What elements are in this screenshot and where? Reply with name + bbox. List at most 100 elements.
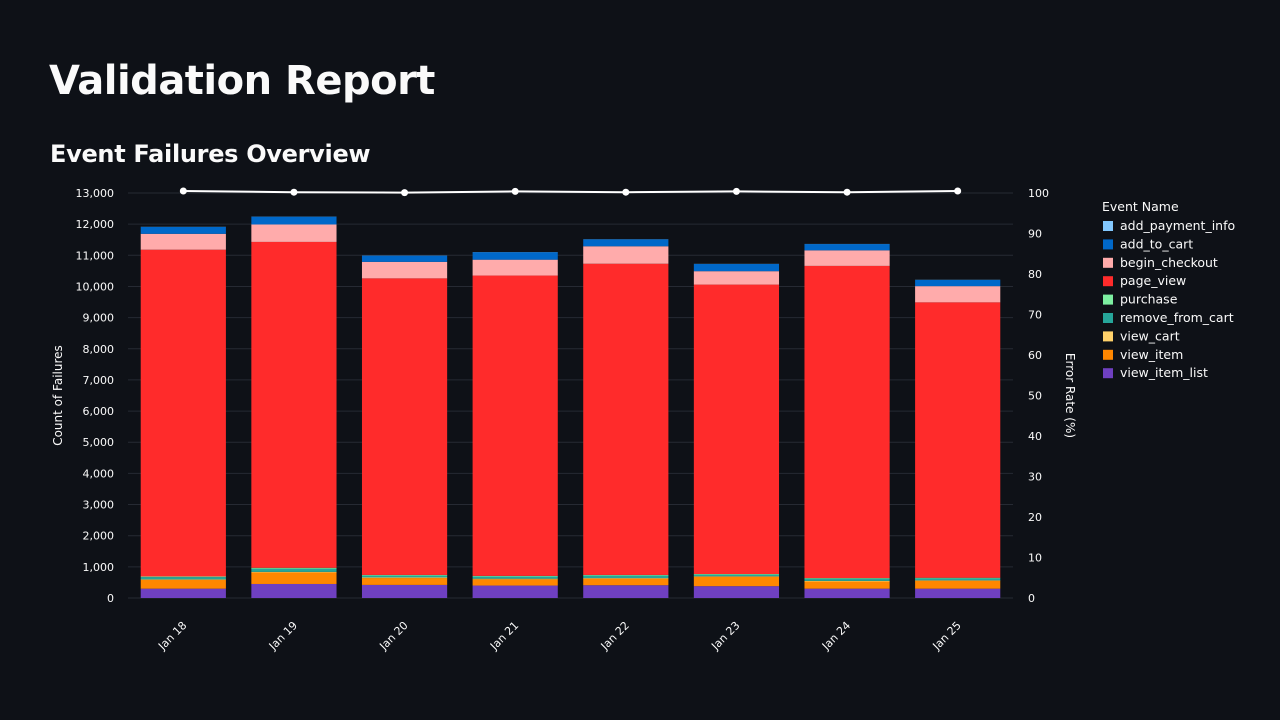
bar-segment-purchase[interactable]: [361, 574, 448, 576]
bar-segment-view_item_list[interactable]: [915, 588, 1001, 598]
error-rate-point[interactable]: [843, 188, 851, 196]
bar-segment-page_view[interactable]: [915, 302, 1001, 578]
error-rate-point[interactable]: [622, 188, 630, 196]
bar-segment-remove_from_cart[interactable]: [472, 576, 558, 579]
y-tick-label: 5,000: [83, 436, 115, 449]
bar-segment-remove_from_cart[interactable]: [693, 574, 780, 577]
bar-segment-begin_checkout[interactable]: [251, 224, 337, 242]
bar-segment-view_cart[interactable]: [361, 577, 448, 579]
bar-segment-view_item[interactable]: [915, 580, 1001, 589]
legend-swatch-view_cart[interactable]: [1103, 331, 1113, 342]
bar-segment-purchase[interactable]: [251, 567, 337, 569]
bar-segment-remove_from_cart[interactable]: [361, 575, 448, 578]
bar-segment-view_item[interactable]: [693, 576, 780, 587]
bar-segment-add_to_cart[interactable]: [140, 226, 226, 234]
bar-segment-view_item[interactable]: [472, 579, 558, 586]
legend-label-begin_checkout[interactable]: begin_checkout: [1120, 255, 1218, 270]
error-rate-point[interactable]: [401, 189, 409, 197]
legend-swatch-view_item_list[interactable]: [1103, 368, 1113, 379]
bar-segment-view_item_list[interactable]: [472, 585, 558, 598]
bar-segment-add_to_cart[interactable]: [804, 244, 890, 251]
bar-segment-view_cart[interactable]: [693, 576, 780, 577]
bar-segment-view_item[interactable]: [361, 578, 448, 585]
bar-segment-page_view[interactable]: [251, 241, 337, 568]
bar-segment-view_cart[interactable]: [251, 571, 337, 573]
bar-segment-add_to_cart[interactable]: [472, 252, 558, 260]
error-rate-point[interactable]: [511, 187, 519, 195]
bar-segment-add_to_cart[interactable]: [915, 279, 1001, 287]
bar-segment-page_view[interactable]: [472, 275, 558, 576]
legend-swatch-purchase[interactable]: [1103, 294, 1113, 305]
y-tick-label: 8,000: [83, 343, 115, 356]
error-rate-point[interactable]: [179, 187, 187, 195]
y2-tick-label: 50: [1028, 390, 1042, 403]
legend-label-view_item[interactable]: view_item: [1120, 347, 1183, 362]
legend-swatch-page_view[interactable]: [1103, 276, 1113, 287]
x-tick-label: Jan 24: [819, 619, 853, 653]
bar-segment-add_to_cart[interactable]: [583, 239, 669, 247]
bar-segment-begin_checkout[interactable]: [693, 271, 780, 285]
bar-segment-view_cart[interactable]: [140, 579, 226, 580]
bar-segment-page_view[interactable]: [583, 263, 669, 575]
legend-swatch-add_payment_info[interactable]: [1103, 221, 1113, 231]
bar-segment-remove_from_cart[interactable]: [804, 578, 890, 581]
bar-segment-begin_checkout[interactable]: [583, 246, 669, 264]
bar-segment-add_to_cart[interactable]: [693, 264, 780, 272]
bar-segment-remove_from_cart[interactable]: [583, 575, 669, 579]
bar-segment-purchase[interactable]: [583, 574, 669, 576]
bar-segment-page_view[interactable]: [804, 265, 890, 579]
page-title: Validation Report: [49, 58, 435, 104]
legend-swatch-begin_checkout[interactable]: [1103, 257, 1113, 268]
error-rate-point[interactable]: [732, 187, 740, 195]
bar-segment-page_view[interactable]: [361, 278, 448, 575]
legend-label-add_to_cart[interactable]: add_to_cart: [1120, 236, 1193, 251]
bar-segment-view_item[interactable]: [251, 572, 337, 584]
bar-segment-add_to_cart[interactable]: [361, 255, 448, 262]
x-tick-label: Jan 23: [708, 619, 742, 653]
bar-segment-purchase[interactable]: [693, 574, 780, 575]
legend-label-remove_from_cart[interactable]: remove_from_cart: [1120, 310, 1234, 325]
error-rate-point[interactable]: [954, 187, 962, 195]
bar-segment-remove_from_cart[interactable]: [915, 578, 1001, 581]
legend-label-view_item_list[interactable]: view_item_list: [1120, 365, 1208, 380]
bar-segment-view_item_list[interactable]: [251, 583, 337, 598]
bar-segment-begin_checkout[interactable]: [804, 250, 890, 266]
bar-segment-purchase[interactable]: [472, 575, 558, 577]
bar-segment-view_cart[interactable]: [583, 578, 669, 579]
bar-segment-view_item_list[interactable]: [361, 584, 448, 598]
bar-segment-view_item[interactable]: [804, 581, 890, 589]
bar-segment-purchase[interactable]: [915, 577, 1001, 579]
legend-label-view_cart[interactable]: view_cart: [1120, 328, 1180, 343]
x-tick-label: Jan 20: [376, 619, 410, 653]
bar-segment-purchase[interactable]: [804, 578, 890, 579]
bar-segment-view_cart[interactable]: [472, 578, 558, 580]
x-tick-label: Jan 19: [266, 619, 300, 653]
y2-tick-label: 40: [1028, 430, 1042, 443]
legend-swatch-view_item[interactable]: [1103, 349, 1113, 360]
bar-segment-begin_checkout[interactable]: [361, 261, 448, 279]
bar-segment-view_item_list[interactable]: [140, 588, 226, 598]
bar-segment-purchase[interactable]: [140, 576, 226, 578]
bar-segment-view_cart[interactable]: [804, 580, 890, 582]
bar-segment-view_cart[interactable]: [915, 580, 1001, 581]
legend-label-purchase[interactable]: purchase: [1120, 292, 1178, 307]
bar-segment-begin_checkout[interactable]: [915, 286, 1001, 303]
bar-segment-view_item_list[interactable]: [583, 585, 669, 598]
legend-label-page_view[interactable]: page_view: [1120, 273, 1186, 288]
legend-swatch-add_to_cart[interactable]: [1103, 239, 1113, 250]
bar-segment-add_to_cart[interactable]: [251, 216, 337, 225]
bar-segment-view_item_list[interactable]: [693, 586, 780, 598]
bar-segment-remove_from_cart[interactable]: [251, 568, 337, 572]
bar-segment-view_item[interactable]: [583, 578, 669, 586]
bar-segment-page_view[interactable]: [693, 284, 780, 575]
error-rate-point[interactable]: [290, 188, 298, 196]
bar-segment-view_item_list[interactable]: [804, 588, 890, 598]
y2-tick-label: 20: [1028, 511, 1042, 524]
bar-segment-begin_checkout[interactable]: [472, 259, 558, 276]
bar-segment-view_item[interactable]: [140, 579, 226, 589]
legend-label-add_payment_info[interactable]: add_payment_info: [1120, 218, 1235, 233]
bar-segment-begin_checkout[interactable]: [140, 233, 226, 250]
bar-segment-remove_from_cart[interactable]: [140, 577, 226, 580]
bar-segment-page_view[interactable]: [140, 249, 226, 577]
legend-swatch-remove_from_cart[interactable]: [1103, 313, 1113, 323]
